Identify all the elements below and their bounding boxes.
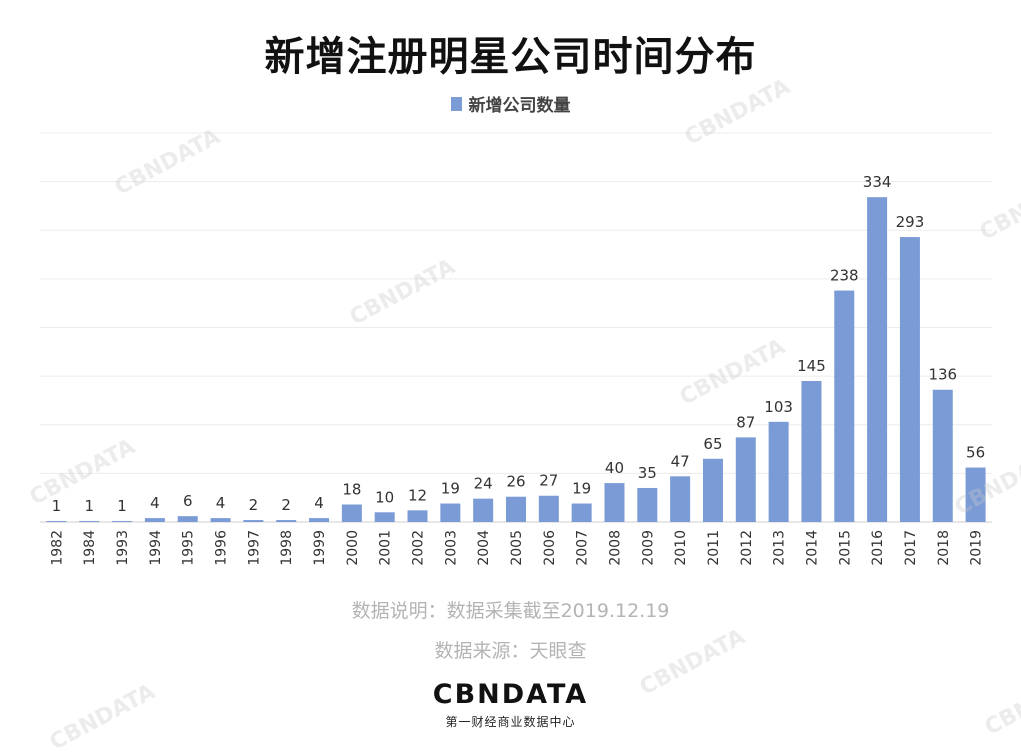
- bar-2018: [932, 389, 953, 522]
- x-tick-label-2013: 2013: [772, 530, 788, 566]
- bar-1984: [79, 521, 100, 522]
- bar-2015: [834, 290, 855, 522]
- bar-2003: [440, 503, 461, 522]
- chart-legend: 新增公司数量: [0, 91, 1021, 116]
- bar-chart: 1 1982 1 1984 1 1993 4 1994 6 1995 4 1996 2 1997 2 1998…: [40, 132, 992, 566]
- legend-swatch: [450, 96, 462, 111]
- data-label-2015: 238: [830, 267, 859, 285]
- bar-2002: [407, 510, 428, 522]
- bar-2007: [571, 503, 592, 522]
- x-tick-label-1984: 1984: [82, 530, 98, 566]
- bar-1999: [309, 518, 330, 522]
- x-tick-label-2003: 2003: [443, 530, 459, 566]
- data-label-1999: 4: [314, 494, 324, 512]
- bar-2016: [867, 197, 888, 522]
- data-label-1995: 6: [183, 492, 193, 510]
- bar-1997: [243, 520, 264, 522]
- data-label-2007: 19: [572, 480, 591, 498]
- data-label-2000: 18: [342, 480, 361, 498]
- bar-2014: [801, 380, 822, 522]
- data-label-2001: 10: [375, 488, 394, 506]
- bar-2008: [604, 483, 625, 522]
- data-label-2012: 87: [736, 413, 755, 431]
- data-label-1984: 1: [84, 497, 94, 515]
- x-tick-label-2007: 2007: [575, 530, 591, 566]
- data-note: 数据说明：数据采集截至2019.12.19: [351, 600, 670, 622]
- x-tick-label-1999: 1999: [312, 530, 328, 566]
- bar-2006: [538, 495, 559, 522]
- data-label-2005: 26: [506, 473, 525, 491]
- data-label-2017: 293: [896, 213, 925, 231]
- x-tick-label-1994: 1994: [148, 530, 164, 566]
- bar-2019: [965, 467, 986, 522]
- data-label-2009: 35: [638, 464, 657, 482]
- data-label-2019: 56: [966, 444, 985, 462]
- chart-title: 新增注册明星公司时间分布: [264, 34, 757, 80]
- x-tick-label-2008: 2008: [607, 530, 623, 566]
- data-label-1982: 1: [52, 497, 62, 515]
- bar-2010: [670, 476, 691, 522]
- bar-2005: [506, 496, 526, 522]
- data-label-2003: 19: [441, 480, 460, 498]
- x-tick-label-2002: 2002: [411, 530, 427, 566]
- bar-2001: [374, 512, 395, 522]
- data-label-2004: 24: [474, 475, 493, 493]
- x-tick-label-1982: 1982: [49, 530, 65, 566]
- data-label-1998: 2: [281, 496, 291, 514]
- data-label-2016: 334: [863, 173, 892, 191]
- x-tick-label-2012: 2012: [739, 530, 755, 566]
- bar-2004: [473, 498, 494, 522]
- data-label-2002: 12: [408, 486, 427, 504]
- bar-2017: [899, 237, 920, 522]
- brand-subtitle: 第一财经商业数据中心: [445, 715, 576, 729]
- bar-2011: [702, 458, 723, 522]
- data-label-1994: 4: [150, 494, 160, 512]
- data-label-2014: 145: [797, 357, 826, 375]
- x-tick-label-2004: 2004: [476, 530, 492, 566]
- x-tick-label-2006: 2006: [542, 530, 558, 566]
- bar-1994: [144, 518, 165, 522]
- data-label-1993: 1: [117, 497, 127, 515]
- x-tick-label-2000: 2000: [345, 530, 361, 566]
- data-label-1997: 2: [249, 496, 259, 514]
- bar-2000: [341, 504, 362, 522]
- x-tick-label-2001: 2001: [378, 530, 394, 566]
- x-tick-label-2019: 2019: [969, 530, 985, 566]
- x-tick-label-2011: 2011: [706, 530, 722, 566]
- brand-logo: CBNDATA: [432, 679, 589, 710]
- legend-label: 新增公司数量: [468, 96, 571, 116]
- data-label-2006: 27: [539, 472, 558, 490]
- x-tick-label-1996: 1996: [214, 530, 230, 566]
- x-tick-label-1998: 1998: [279, 530, 295, 566]
- bar-2013: [768, 421, 789, 522]
- data-source: 数据来源：天眼查: [434, 640, 587, 662]
- data-label-2008: 40: [605, 459, 624, 477]
- x-tick-label-2009: 2009: [640, 530, 656, 566]
- data-label-2010: 47: [671, 452, 690, 470]
- x-tick-label-2014: 2014: [804, 530, 820, 566]
- x-tick-label-1995: 1995: [181, 530, 197, 566]
- x-tick-label-1993: 1993: [115, 530, 131, 566]
- bar-2009: [637, 487, 658, 522]
- data-label-2018: 136: [928, 366, 957, 384]
- bar-1995: [177, 516, 198, 522]
- x-tick-label-2010: 2010: [673, 530, 689, 566]
- x-tick-label-1997: 1997: [246, 530, 262, 566]
- x-tick-label-2017: 2017: [903, 530, 919, 566]
- x-tick-label-2005: 2005: [509, 530, 525, 566]
- bar-1998: [276, 520, 297, 522]
- bar-1996: [210, 518, 231, 522]
- bar-1993: [112, 521, 133, 522]
- bar-1982: [46, 521, 67, 522]
- x-tick-label-2018: 2018: [936, 530, 952, 566]
- x-tick-label-2015: 2015: [837, 530, 853, 566]
- data-label-1996: 4: [216, 494, 226, 512]
- data-label-2011: 65: [703, 435, 722, 453]
- bar-2012: [735, 437, 756, 522]
- x-tick-label-2016: 2016: [870, 530, 886, 566]
- data-label-2013: 103: [764, 398, 793, 416]
